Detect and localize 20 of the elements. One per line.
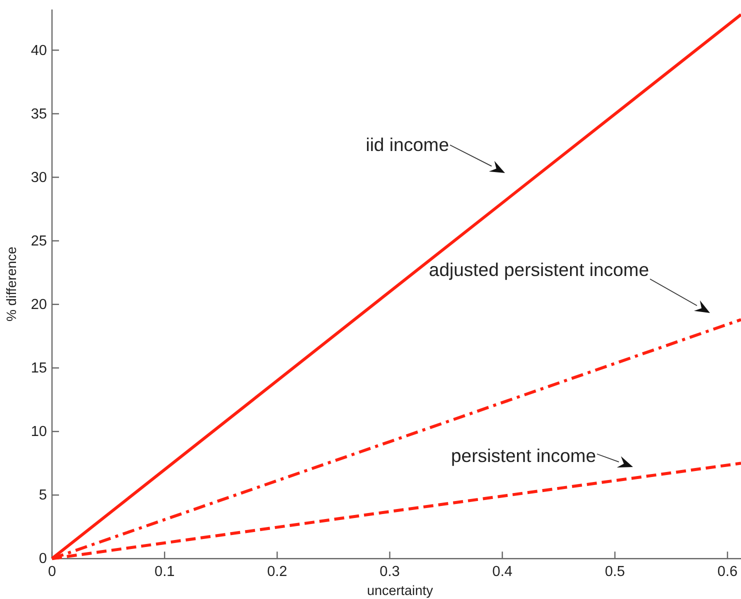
y-tick-label: 5 [38, 488, 47, 504]
y-tick-label: 15 [30, 360, 47, 377]
x-tick-label: 0.5 [604, 564, 625, 580]
annotation: iid income [366, 134, 449, 155]
y-tick-label: 35 [30, 106, 47, 122]
y-tick-label: 40 [30, 42, 47, 59]
x-tick-label: 0.4 [492, 564, 512, 580]
y-tick-label: 25 [30, 233, 47, 250]
y-tick-label: 30 [30, 170, 47, 186]
x-tick-label: 0.1 [154, 564, 175, 580]
y-axis-title: % difference [4, 246, 19, 322]
y-tick-label: 0 [38, 551, 47, 568]
y-tick-label: 10 [30, 424, 47, 440]
x-tick-label: 0.3 [380, 564, 400, 580]
x-tick-label: 0.2 [267, 564, 288, 580]
annotation: adjusted persistent income [428, 259, 649, 280]
annotation: persistent income [451, 445, 596, 466]
y-tick-label: 20 [30, 297, 47, 314]
x-axis-title: uncertainty [366, 583, 434, 598]
x-tick-label: 0.6 [717, 564, 738, 580]
